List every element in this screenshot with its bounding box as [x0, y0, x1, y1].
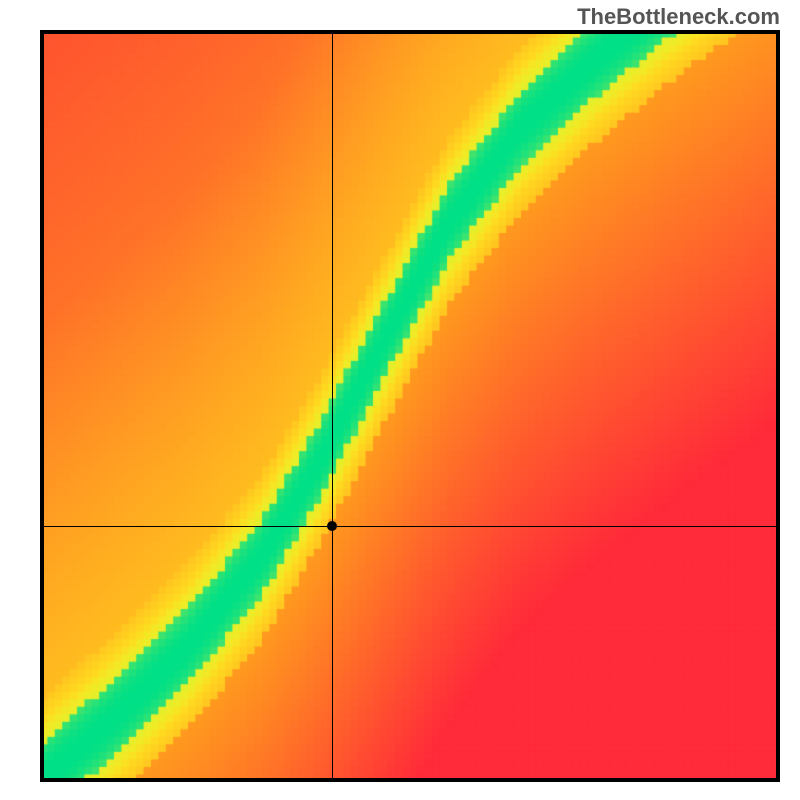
heatmap-canvas [40, 30, 780, 782]
watermark-text: TheBottleneck.com [577, 4, 780, 30]
chart-container: TheBottleneck.com [0, 0, 800, 800]
